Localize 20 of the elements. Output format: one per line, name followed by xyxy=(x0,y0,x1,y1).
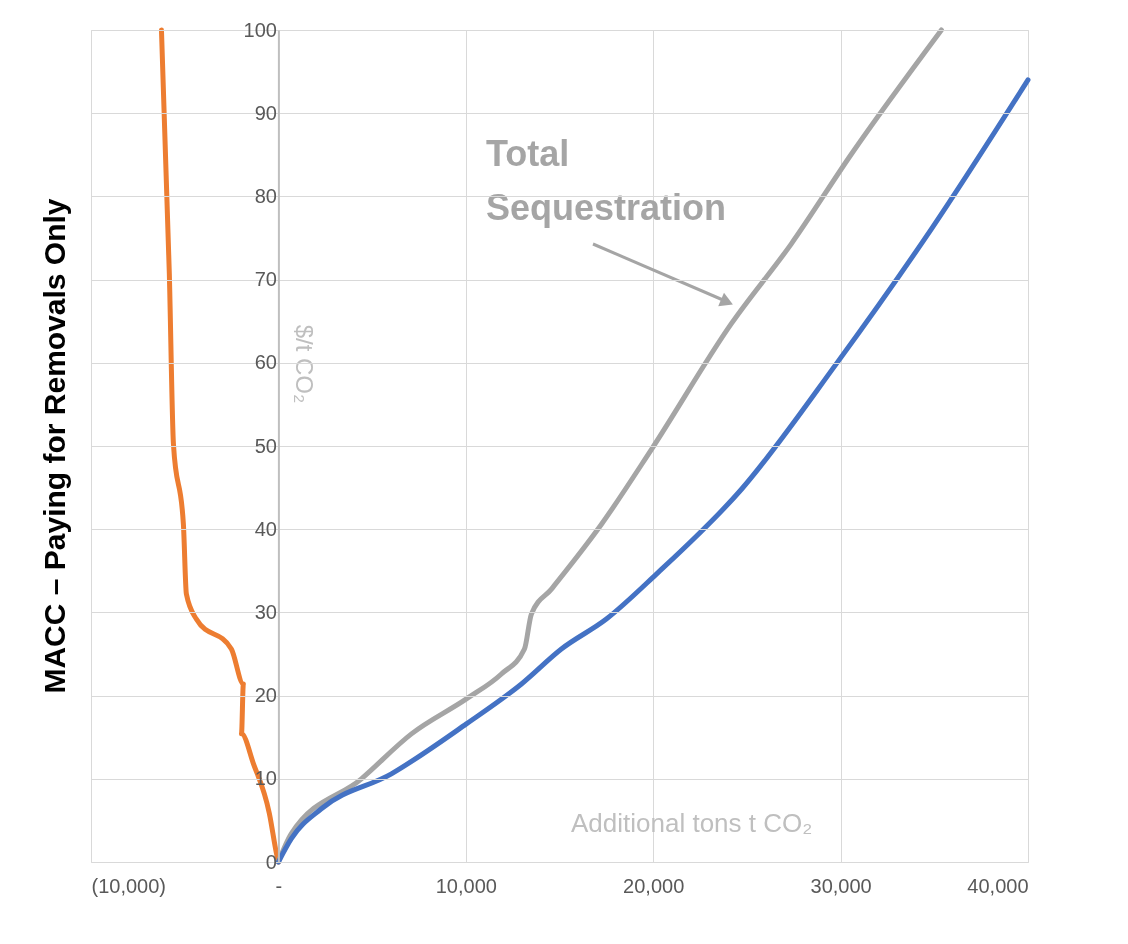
text: MACC – Paying for Removals Only xyxy=(38,198,71,694)
x-tick-label: - xyxy=(275,874,283,897)
y-tick-label: 80 xyxy=(254,184,277,207)
y-tick-label: 70 xyxy=(254,268,277,291)
y-tick-label: 20 xyxy=(254,684,277,707)
y-axis-title: $/t CO₂ xyxy=(291,324,318,404)
x-tick-label: 10,000 xyxy=(435,874,497,897)
x-axis-title: Additional tons t CO₂ xyxy=(571,808,813,838)
y-tick-label: 90 xyxy=(254,101,277,124)
x-tick-label: 20,000 xyxy=(623,874,685,897)
y-tick-label: 60 xyxy=(254,351,277,374)
annotation: Total Sequestration xyxy=(486,133,727,228)
y-tick-label: 100 xyxy=(243,18,277,41)
x-tick-label: 30,000 xyxy=(810,874,872,897)
x-tick-label: 40,000 xyxy=(967,874,1029,897)
y-tick-label: 0 xyxy=(265,850,277,873)
y-tick-label: 50 xyxy=(254,434,277,457)
y-tick-label: 30 xyxy=(254,600,277,623)
y-tick-label: 40 xyxy=(254,517,277,540)
x-tick-label: (10,000) xyxy=(91,874,166,897)
